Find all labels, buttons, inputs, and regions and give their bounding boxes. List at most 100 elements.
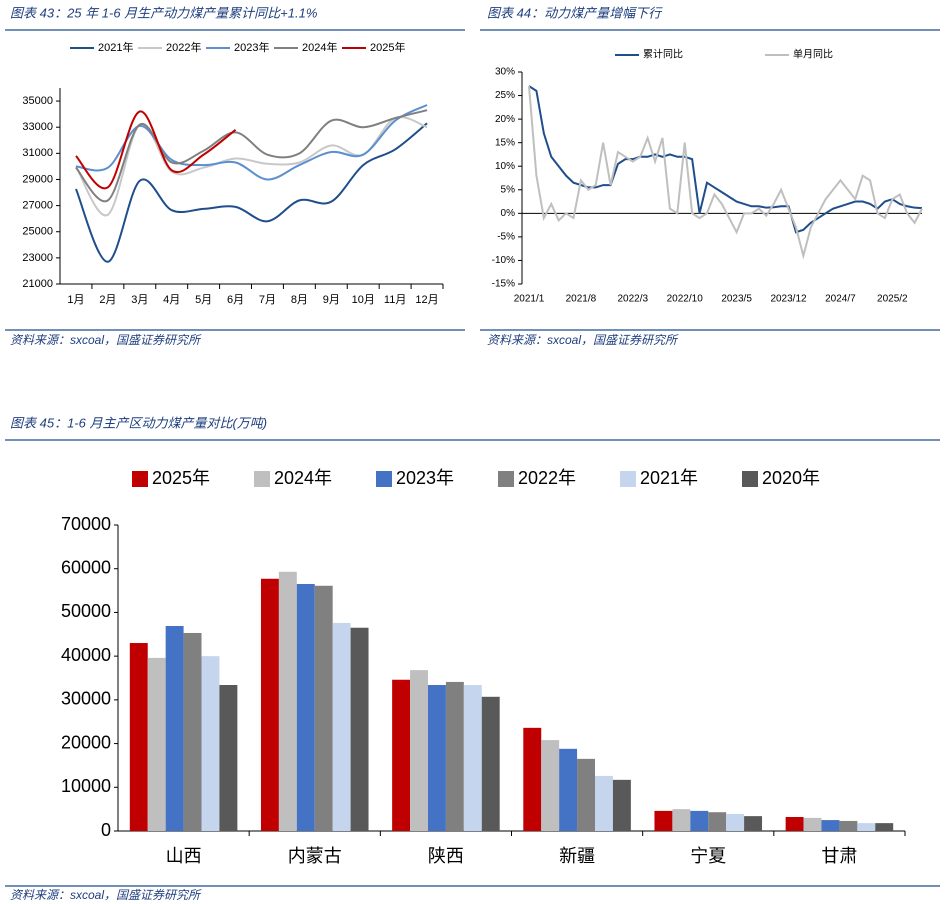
bar — [654, 810, 673, 831]
bar — [463, 684, 482, 831]
bar — [612, 779, 631, 831]
bar — [183, 632, 202, 831]
bar — [803, 817, 822, 831]
bar — [129, 643, 148, 831]
bar — [875, 823, 894, 831]
bar — [481, 696, 500, 831]
bar — [314, 585, 333, 831]
bar — [690, 810, 709, 831]
legend-label: 2025年 — [152, 468, 210, 488]
legend-label: 累计同比 — [643, 48, 683, 61]
x-tick-label: 10月 — [352, 294, 375, 306]
legend-swatch — [620, 471, 636, 487]
legend-label: 2025年 — [370, 40, 405, 54]
y-tick-label: 25% — [495, 90, 515, 101]
x-tick-label: 宁夏 — [690, 846, 726, 866]
x-tick-label: 2021/8 — [566, 294, 597, 305]
y-tick-label: 0% — [501, 208, 516, 219]
y-tick-label: 70000 — [61, 514, 111, 534]
x-tick-label: 山西 — [166, 846, 202, 866]
legend-label: 2021年 — [98, 40, 133, 54]
x-tick-label: 甘肃 — [821, 846, 857, 866]
y-tick-label: 60000 — [61, 557, 111, 577]
series-line — [75, 122, 428, 263]
x-tick-label: 2023/12 — [770, 294, 807, 305]
bar — [559, 748, 578, 831]
legend-label: 2023年 — [234, 40, 269, 54]
x-tick-label: 4月 — [163, 294, 180, 306]
y-tick-label: 35000 — [22, 95, 53, 107]
y-tick-label: 0 — [101, 820, 111, 840]
bar — [278, 571, 297, 831]
legend-swatch — [376, 471, 392, 487]
bar — [165, 625, 184, 831]
y-tick-label: 31000 — [22, 147, 53, 159]
y-tick-label: 33000 — [22, 121, 53, 133]
x-tick-label: 1月 — [67, 294, 84, 306]
bar — [260, 578, 279, 831]
x-tick-label: 内蒙古 — [288, 846, 342, 866]
legend-swatch — [132, 471, 148, 487]
chart-title: 图表 45：1-6 月主产区动力煤产量对比(万吨) — [10, 415, 267, 430]
bar — [595, 775, 613, 831]
bar — [392, 679, 411, 831]
legend-label: 2022年 — [166, 40, 201, 54]
x-tick-label: 6月 — [227, 294, 244, 306]
y-tick-label: 25000 — [22, 226, 53, 238]
x-tick-label: 2023/5 — [721, 294, 752, 305]
bar — [296, 584, 315, 831]
series-line — [75, 109, 428, 203]
legend-label: 2024年 — [302, 40, 337, 54]
bar — [350, 627, 369, 831]
bar — [523, 727, 542, 831]
series-line — [75, 110, 237, 190]
y-tick-label: 30% — [495, 67, 515, 78]
y-tick-label: 23000 — [22, 252, 53, 264]
x-tick-label: 2021/1 — [514, 294, 545, 305]
bar — [332, 622, 351, 831]
legend-swatch — [498, 471, 514, 487]
source: 资料来源：sxcoal，国盛证券研究所 — [10, 888, 202, 902]
legend-label: 2021年 — [640, 468, 698, 488]
bar — [577, 758, 596, 831]
y-tick-label: 30000 — [61, 689, 111, 709]
bar — [785, 817, 804, 831]
bar — [541, 740, 560, 831]
source: 资料来源：sxcoal，国盛证券研究所 — [487, 333, 679, 347]
bar — [672, 809, 691, 831]
x-tick-label: 11月 — [384, 294, 406, 306]
y-tick-label: 15% — [495, 137, 515, 148]
y-tick-label: -5% — [497, 232, 515, 243]
x-tick-label: 9月 — [323, 294, 340, 306]
y-tick-label: 10% — [495, 161, 515, 172]
y-tick-label: 5% — [501, 184, 516, 195]
bar — [410, 670, 428, 831]
x-tick-label: 2024/7 — [825, 294, 856, 305]
y-tick-label: 27000 — [22, 200, 53, 212]
legend-label: 2022年 — [518, 468, 576, 488]
chart-title: 图表 43：25 年 1-6 月生产动力煤产量累计同比+1.1% — [10, 5, 317, 20]
x-tick-label: 2022/10 — [667, 294, 704, 305]
legend-label: 2020年 — [762, 468, 820, 488]
y-tick-label: 20000 — [61, 732, 111, 752]
bar — [201, 656, 220, 831]
bar — [839, 820, 858, 831]
bar — [857, 823, 876, 831]
bar — [445, 681, 464, 831]
bar — [427, 684, 446, 831]
y-tick-label: -10% — [492, 255, 515, 266]
x-tick-label: 陕西 — [428, 846, 464, 866]
x-tick-label: 5月 — [195, 294, 212, 306]
series-line — [528, 86, 923, 260]
bar — [219, 684, 238, 831]
legend-label: 2024年 — [274, 468, 332, 488]
y-tick-label: 21000 — [22, 278, 53, 290]
y-tick-label: 29000 — [22, 173, 53, 185]
x-tick-label: 7月 — [259, 294, 276, 306]
x-tick-label: 2月 — [99, 294, 116, 306]
y-tick-label: -15% — [492, 279, 515, 290]
x-tick-label: 2025/2 — [877, 294, 908, 305]
y-tick-label: 10000 — [61, 776, 111, 796]
legend-swatch — [742, 471, 758, 487]
